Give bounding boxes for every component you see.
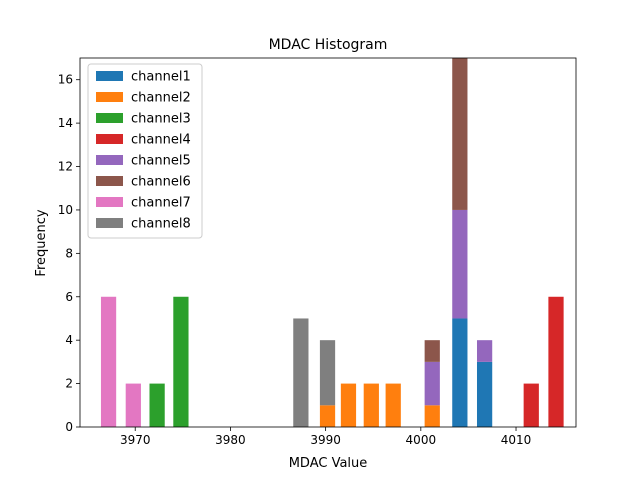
x-axis-label: MDAC Value: [289, 456, 368, 471]
bar-channel5-2: [476, 340, 493, 362]
legend-swatch-channel6: [96, 176, 123, 186]
y-tick-label-2: 2: [65, 377, 73, 391]
bar-channel7-0: [100, 296, 117, 427]
bar-channel1-0: [452, 318, 468, 427]
y-tick-label-12: 12: [58, 160, 73, 174]
bar-channel5-1: [452, 209, 468, 319]
legend-label-channel4: channel4: [131, 133, 191, 148]
legend-label-channel6: channel6: [131, 175, 191, 190]
legend-box: [87, 63, 203, 239]
legend-swatch-channel1: [96, 71, 123, 81]
bar-channel2-4: [424, 405, 440, 427]
bar-channel4-0: [523, 383, 539, 427]
bar-channel3-0: [149, 383, 165, 427]
bar-channel2-2: [363, 383, 379, 427]
y-tick-label-10: 10: [58, 203, 73, 217]
legend-swatch-channel2: [96, 92, 123, 102]
legend-label-channel8: channel8: [131, 217, 191, 232]
legend-label-channel7: channel7: [131, 196, 191, 211]
legend-swatch-channel4: [96, 134, 123, 144]
x-tick-label-3970: 3970: [120, 433, 151, 447]
bar-channel1-1: [476, 361, 493, 427]
legend-swatch-channel5: [96, 155, 123, 165]
plot-frame: [79, 57, 577, 428]
y-tick-label-6: 6: [65, 290, 73, 304]
y-axis-label: Frequency: [34, 209, 49, 276]
y-tick-label-8: 8: [65, 246, 73, 260]
legend-label-channel3: channel3: [131, 112, 191, 127]
y-tick-label-0: 0: [65, 420, 73, 434]
legend: channel1 channel2 channel3 channel4 channel5…: [87, 63, 203, 239]
legend-swatch-channel7: [96, 197, 123, 207]
y-tick-label-16: 16: [58, 73, 73, 87]
x-tick-label-3990: 3990: [310, 433, 341, 447]
y-tick-label-14: 14: [58, 116, 73, 130]
chart-title: MDAC Histogram: [269, 37, 388, 53]
x-tick-label-4000: 4000: [406, 433, 437, 447]
bar-channel8-1: [319, 340, 336, 406]
legend-swatch-channel3: [96, 113, 123, 123]
legend-label-channel2: channel2: [131, 91, 191, 106]
bar-channel7-1: [125, 383, 141, 427]
legend-label-channel5: channel5: [131, 154, 191, 169]
x-tick-label-3980: 3980: [215, 433, 246, 447]
bar-channel5-0: [424, 361, 440, 406]
y-tick-label-4: 4: [65, 333, 73, 347]
bar-channel2-0: [319, 405, 336, 427]
bar-channel8-0: [293, 318, 309, 427]
bar-channel2-3: [385, 383, 401, 427]
bar-channel2-1: [340, 383, 357, 427]
bar-channel6-0: [424, 340, 440, 362]
axes-layer: 3970 3980 3990 4000 4010 0 2 4 6 8 10 12 14 16: [58, 57, 577, 447]
bar-channel6-1: [452, 58, 468, 210]
legend-swatch-channel8: [96, 218, 123, 228]
bar-channel3-1: [173, 296, 189, 427]
legend-label-channel1: channel1: [131, 70, 191, 85]
x-tick-label-4010: 4010: [501, 433, 532, 447]
bars-layer: [100, 58, 564, 427]
bar-channel4-1: [548, 296, 564, 427]
